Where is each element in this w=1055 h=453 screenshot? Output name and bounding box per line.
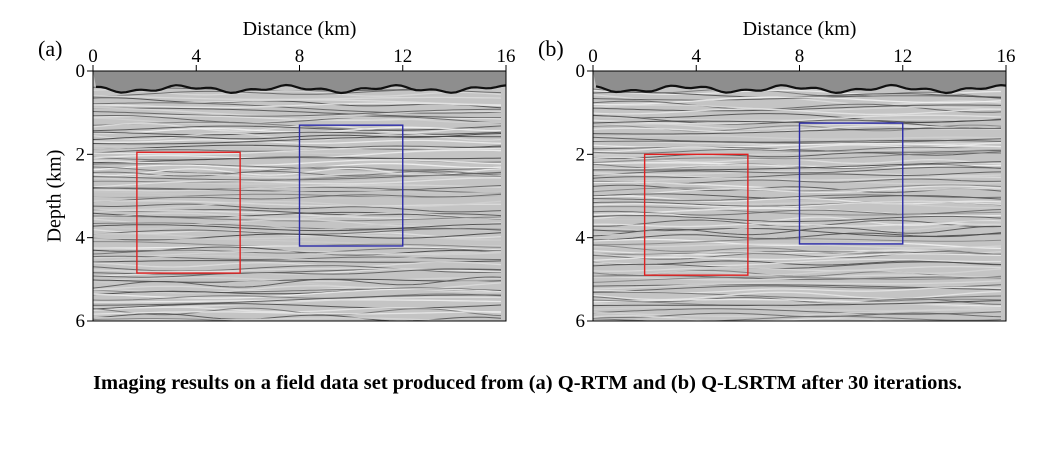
y-tick-label: 2 (576, 144, 586, 165)
y-tick-label: 6 (76, 311, 86, 332)
seismic-reflectors (593, 88, 1002, 321)
red-highlight-box (136, 151, 241, 274)
panel-b: Distance (km) (b) 0 4 8 12 16 0 2 4 6 (500, 0, 1020, 340)
water-column (593, 71, 1006, 93)
x-tick-label: 12 (893, 46, 912, 67)
seafloor-line (595, 83, 1007, 95)
y-tick-label: 0 (576, 61, 586, 82)
seismic-reflectors (93, 86, 502, 321)
x-tick-label: 0 (88, 46, 98, 67)
seismic-image-plot: 0 4 8 12 16 0 2 4 6 (576, 46, 1016, 332)
panel-letter: (a) (38, 36, 63, 61)
red-highlight-box (643, 153, 749, 276)
y-tick-label: 4 (576, 228, 586, 249)
blue-highlight-box (798, 122, 904, 245)
x-tick-label: 4 (692, 46, 702, 67)
x-tick-label: 4 (192, 46, 202, 67)
blue-highlight-box (298, 124, 404, 247)
x-axis-label: Distance (km) (242, 18, 357, 40)
x-axis-label: Distance (km) (742, 18, 857, 40)
figure: Distance (km) (a) Depth (km) 0 4 8 12 16 0 2 4 6… (0, 0, 1020, 340)
y-tick-label: 0 (76, 61, 86, 82)
x-tick-label: 16 (497, 46, 516, 67)
seismic-image-plot: 0 4 8 12 16 0 2 4 6 (76, 46, 516, 332)
y-tick-label: 6 (576, 311, 586, 332)
x-tick-label: 0 (588, 46, 598, 67)
y-tick-label: 4 (76, 228, 86, 249)
panel-letter: (b) (538, 36, 564, 61)
x-tick-label: 8 (795, 46, 805, 67)
y-tick-label: 2 (76, 144, 86, 165)
figure-caption: Imaging results on a field data set prod… (93, 372, 962, 394)
x-tick-label: 8 (295, 46, 305, 67)
panel-a: Distance (km) (a) Depth (km) 0 4 8 12 16 0 2 4 6 (0, 0, 520, 340)
x-tick-label: 12 (393, 46, 412, 67)
seafloor-line (95, 83, 507, 95)
x-tick-label: 16 (997, 46, 1016, 67)
